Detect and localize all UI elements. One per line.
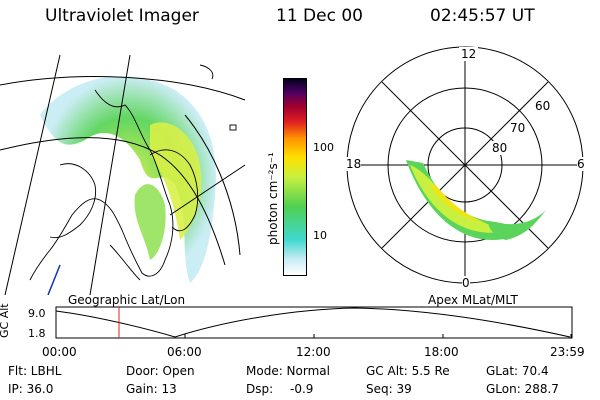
- header-date: 11 Dec 00: [276, 6, 363, 26]
- seq-info: Seq: 39: [366, 382, 412, 396]
- filter-info: Flt: LBHL: [8, 364, 62, 378]
- door-info: Door: Open: [126, 364, 195, 378]
- mlat-label-80: 80: [492, 141, 508, 155]
- gc-alt-tick-top: 9.0: [28, 307, 46, 320]
- colorbar-tick-100: 100: [313, 141, 334, 154]
- lat-lon-grid: [0, 55, 246, 295]
- altitude-strip-ticks: [55, 334, 572, 338]
- gain-info: Gain: 13: [126, 382, 177, 396]
- altitude-curve: [55, 307, 571, 338]
- mlat-label-60: 60: [535, 99, 551, 113]
- altitude-strip-plot: [55, 306, 573, 339]
- mode-info: Mode: Normal: [246, 364, 330, 378]
- mlt-label-6: 6: [577, 157, 585, 171]
- instrument-title: Ultraviolet Imager: [45, 6, 199, 26]
- mlt-label-18: 18: [346, 157, 362, 171]
- satellite-track-marker: [47, 264, 61, 295]
- time-tick-1200: 12:00: [296, 345, 331, 359]
- gc-alt-axis-label: GC Alt: [0, 303, 11, 338]
- glat-info: GLat: 70.4: [486, 364, 549, 378]
- dsp-label: Dsp:: [246, 382, 274, 396]
- right-panel-caption: Apex MLat/MLT: [428, 293, 518, 307]
- dsp-value: -0.9: [290, 382, 314, 396]
- mlat-label-70: 70: [510, 121, 526, 135]
- mlt-label-0: 0: [462, 276, 470, 290]
- aurora-oval-polar: [406, 160, 546, 240]
- time-tick-0600: 06:00: [167, 345, 202, 359]
- polar-plot-panel: [346, 46, 584, 284]
- ip-info: IP: 36.0: [8, 382, 54, 396]
- header-time: 02:45:57 UT: [430, 6, 535, 26]
- glon-info: GLon: 288.7: [486, 382, 559, 396]
- gc-alt-info: GC Alt: 5.5 Re: [366, 364, 450, 378]
- mlt-label-12: 12: [459, 47, 479, 61]
- colorbar: [283, 78, 307, 276]
- aurora-emission-geographic: [40, 76, 216, 283]
- polar-grid: [346, 46, 584, 284]
- time-tick-2359: 23:59: [550, 345, 585, 359]
- colorbar-unit-label: photon cm⁻²s⁻¹: [266, 152, 280, 245]
- coastlines: [29, 64, 237, 281]
- gc-alt-tick-bottom: 1.8: [28, 327, 46, 340]
- colorbar-tick-10: 10: [313, 229, 327, 242]
- time-tick-1800: 18:00: [424, 345, 459, 359]
- left-panel-caption: Geographic Lat/Lon: [68, 293, 186, 307]
- geographic-map-panel: [0, 55, 246, 295]
- time-tick-0000: 00:00: [42, 345, 77, 359]
